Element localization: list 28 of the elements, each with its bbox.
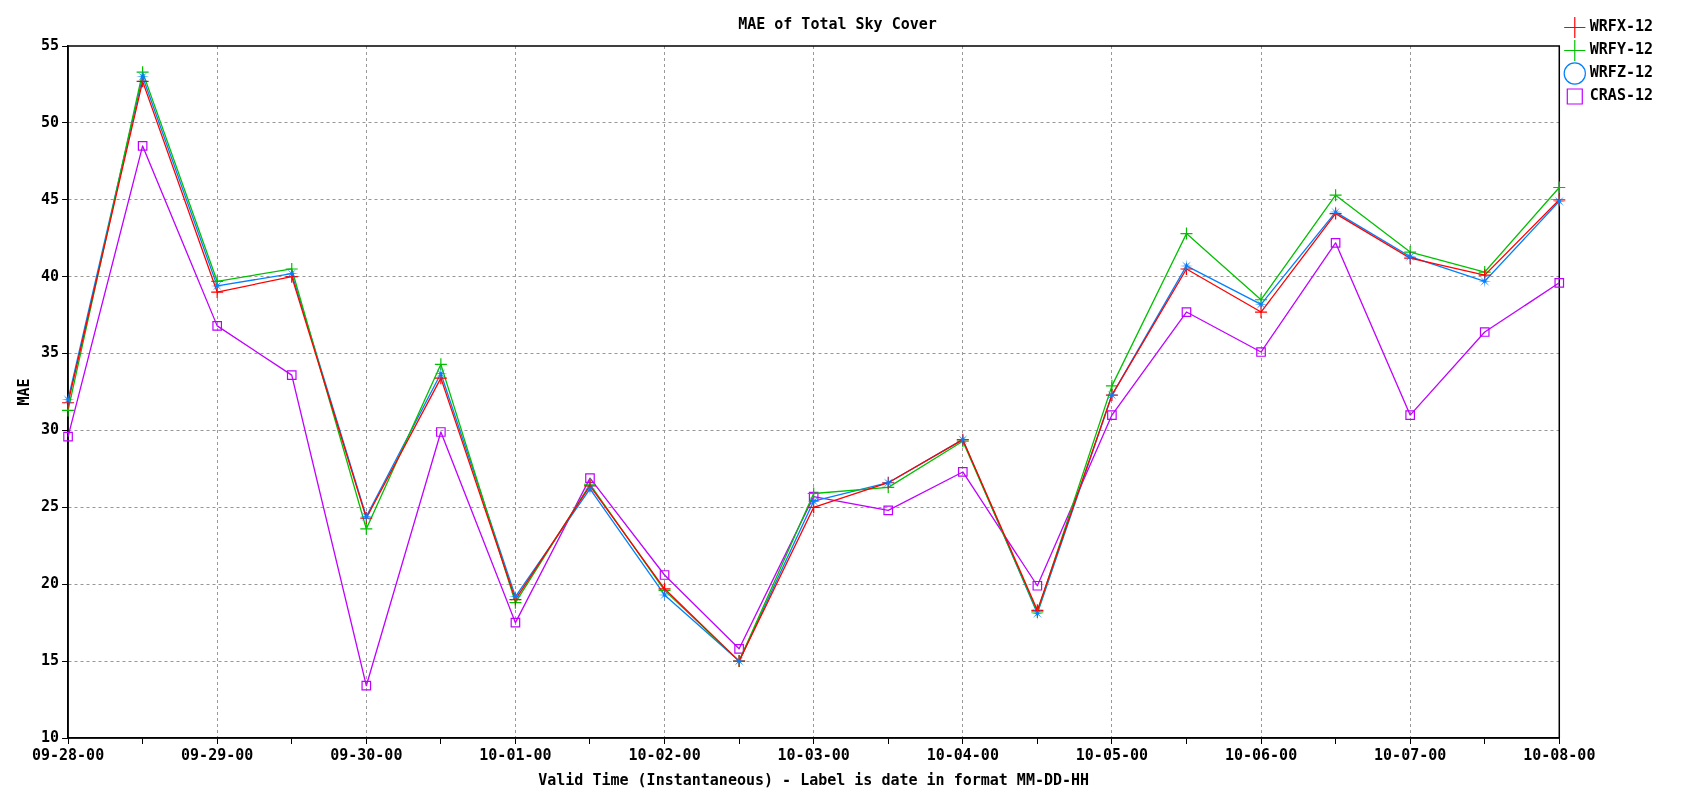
x-tick-label: 09-30-00 xyxy=(330,745,403,764)
legend-label: WRFZ-12 xyxy=(1589,63,1653,82)
chart-title: MAE of Total Sky Cover xyxy=(738,14,937,33)
x-axis-title: Valid Time (Instantaneous) - Label is date in format MM-DD-HH xyxy=(538,770,1090,789)
y-tick-label: 25 xyxy=(41,497,60,516)
y-tick-label: 35 xyxy=(41,343,60,362)
x-tick-label: 09-29-00 xyxy=(181,745,254,764)
y-tick-label: 15 xyxy=(41,651,60,669)
y-tick-label: 45 xyxy=(41,189,60,208)
y-tick-label: 40 xyxy=(41,266,60,285)
y-tick-label: 20 xyxy=(41,574,60,593)
y-axis-title: MAE xyxy=(14,378,33,406)
legend-label: WRFX-12 xyxy=(1589,17,1653,36)
x-tick-label: 10-01-00 xyxy=(479,745,552,764)
x-tick-label: 09-28-00 xyxy=(31,745,105,764)
x-tick-label: 10-06-00 xyxy=(1224,745,1298,764)
y-tick-label: 30 xyxy=(41,420,60,439)
legend-label: CRAS-12 xyxy=(1589,86,1653,105)
x-tick-label: 10-02-00 xyxy=(628,745,701,764)
x-tick-label: 10-07-00 xyxy=(1374,745,1447,764)
y-tick-label: 10 xyxy=(41,727,60,746)
legend-label: WRFY-12 xyxy=(1589,40,1653,59)
x-tick-label: 10-08-00 xyxy=(1523,745,1596,764)
y-tick-label: 50 xyxy=(41,112,60,131)
y-tick-label: 55 xyxy=(41,35,60,54)
x-tick-label: 10-04-00 xyxy=(926,745,999,764)
x-tick-label: 10-03-00 xyxy=(777,745,850,764)
x-tick-label: 10-05-00 xyxy=(1075,745,1149,764)
